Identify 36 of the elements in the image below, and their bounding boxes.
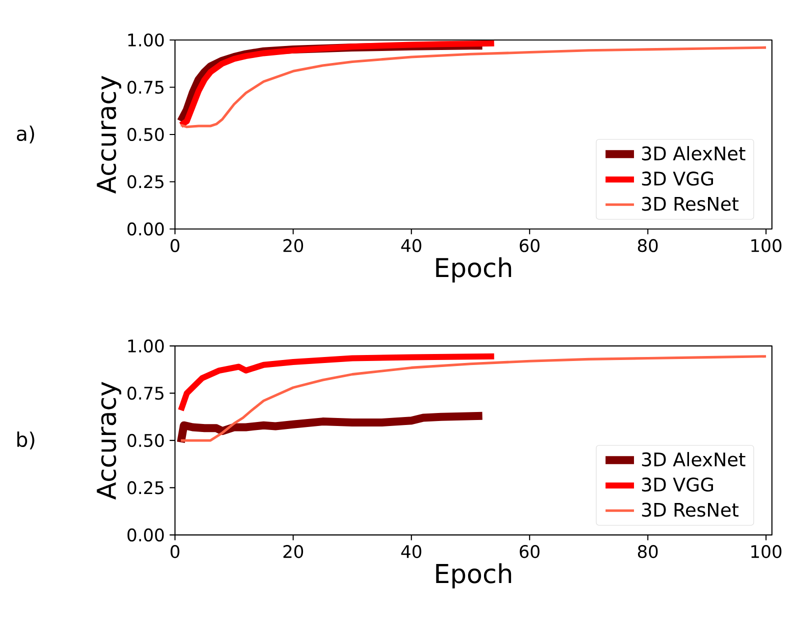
y-tick-label: 0.00 [128,528,164,542]
y-tick-label: 0.50 [128,434,164,448]
y-tick-label: 1.00 [128,33,164,47]
x-tick-label: 40 [401,239,422,252]
x-tick-label: 0 [170,545,180,558]
y-tick-label: 0.75 [128,386,164,400]
x-tick-label: 100 [751,239,782,252]
x-tick-label: 80 [638,545,658,558]
y-tick-label: 0.00 [128,222,164,236]
y-tick-label: 0.25 [128,175,164,188]
x-axis-title: Epoch [436,563,512,588]
legend-label: 3D VGG [642,172,713,186]
y-tick-label: 0.75 [128,80,164,94]
x-tick-label: 60 [520,239,540,252]
x-tick-label: 100 [751,545,782,558]
y-axis-title: Accuracy [96,76,122,194]
y-tick-label: 1.00 [128,339,164,353]
legend-label: 3D ResNet [642,196,738,211]
y-tick-label: 0.25 [128,481,164,494]
y-axis-title: Accuracy [96,382,122,500]
x-tick-label: 20 [283,239,304,252]
x-tick-label: 80 [638,239,658,252]
legend-label: 3D ResNet [642,502,738,517]
text: b) [17,432,34,450]
legend-label: 3D AlexNet [642,146,746,161]
legend-label: 3D AlexNet [642,452,746,466]
y-tick-label: 0.50 [128,128,164,142]
x-axis-title: Epoch [436,257,512,282]
x-tick-label: 60 [520,545,540,558]
x-tick-label: 40 [401,545,422,558]
x-tick-label: 20 [283,545,304,558]
x-tick-label: 0 [170,239,180,252]
text: a) [16,126,34,144]
line-series [180,355,768,442]
legend-label: 3D VGG [642,478,713,492]
line-series [180,46,768,128]
